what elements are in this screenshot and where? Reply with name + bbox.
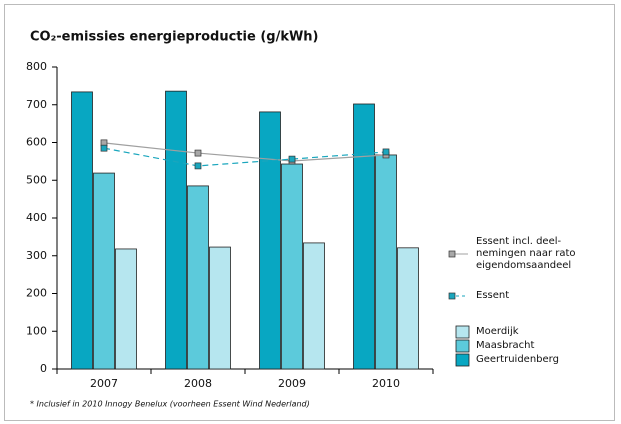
y-tick-label: 700	[26, 98, 47, 111]
y-tick-label: 100	[26, 324, 47, 337]
y-tick-label: 600	[26, 136, 47, 149]
bar	[397, 247, 419, 370]
legend-label: Essent	[476, 290, 510, 301]
y-tick-label: 0	[40, 362, 47, 375]
line-marker	[382, 148, 390, 156]
y-tick-label: 500	[26, 173, 47, 186]
bar	[187, 185, 209, 370]
bar	[353, 103, 375, 370]
line	[103, 147, 387, 167]
legend-swatch	[455, 339, 470, 353]
chart-title: CO₂-emissies energieproductie (g/kWh)	[30, 30, 319, 45]
bar	[303, 242, 325, 370]
bar	[165, 90, 187, 370]
y-tick-label: 200	[26, 287, 47, 300]
bar	[115, 248, 137, 370]
legend-swatch	[455, 325, 470, 339]
y-tick-label: 400	[26, 211, 47, 224]
bar	[71, 91, 93, 370]
bar	[93, 172, 115, 370]
y-tick-label: 300	[26, 249, 47, 262]
footnote: * Inclusief in 2010 Innogy Benelux (voor…	[30, 400, 310, 409]
frame	[4, 4, 615, 421]
legend-label: Moerdijk	[476, 326, 519, 337]
x-tick-label: 2007	[90, 377, 118, 390]
line-marker	[100, 144, 108, 152]
x-tick-label: 2010	[372, 377, 400, 390]
line-marker	[194, 162, 202, 170]
legend-label: Geertruidenberg	[476, 354, 559, 365]
x-tick-label: 2008	[184, 377, 212, 390]
bar	[259, 111, 281, 370]
line-marker	[288, 155, 296, 163]
y-tick-label: 800	[26, 60, 47, 73]
bar	[281, 163, 303, 370]
legend-swatch	[455, 353, 470, 367]
line-marker	[194, 149, 202, 157]
line	[103, 142, 387, 162]
legend-label: Essent incl. deel- nemingen naar rato ei…	[476, 236, 576, 271]
x-tick-label: 2009	[278, 377, 306, 390]
bar	[209, 246, 231, 370]
legend-marker	[448, 292, 456, 300]
bar	[375, 154, 397, 370]
legend-label: Maasbracht	[476, 340, 535, 351]
legend-marker	[448, 250, 456, 258]
